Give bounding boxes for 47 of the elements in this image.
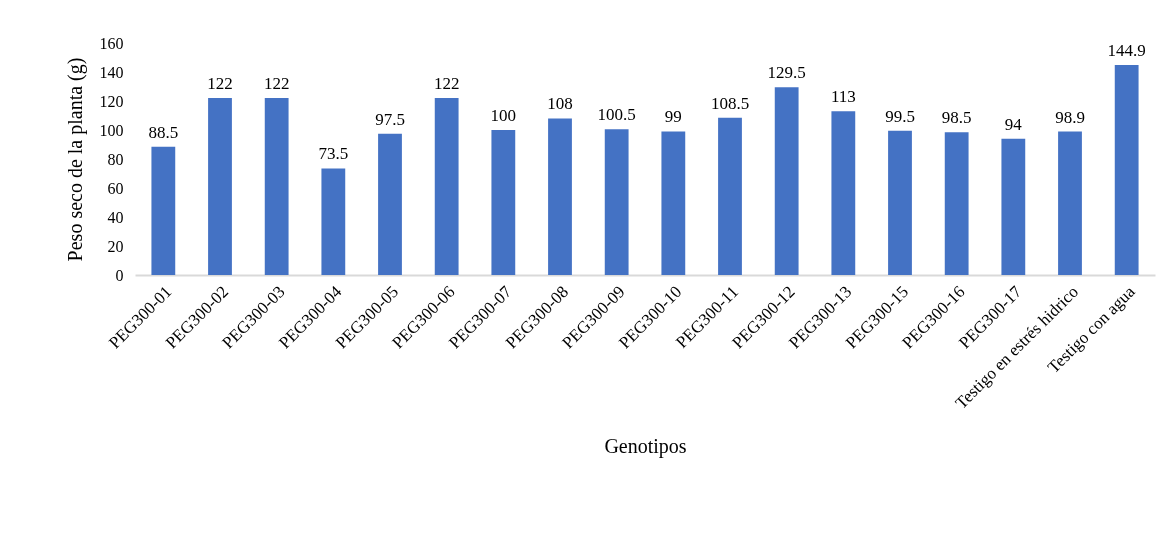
bar	[1001, 138, 1026, 275]
data-label: 99	[664, 107, 682, 127]
y-tick-label: 20	[107, 237, 124, 255]
data-label: 129.5	[767, 63, 806, 83]
data-label: 100.5	[597, 105, 636, 125]
data-label: 122	[263, 74, 290, 94]
bar	[208, 98, 232, 275]
bar	[378, 133, 402, 275]
bar	[831, 111, 856, 275]
bar	[321, 168, 346, 275]
data-label: 122	[433, 74, 460, 94]
data-label: 94	[1004, 114, 1023, 134]
bar	[604, 129, 629, 275]
data-label: 98.5	[941, 108, 972, 128]
data-label: 108.5	[710, 93, 750, 113]
bar	[1058, 131, 1082, 275]
bar	[661, 131, 686, 275]
bar	[888, 130, 912, 275]
bar	[491, 130, 516, 275]
data-label: 73.5	[318, 144, 349, 164]
bar	[1114, 64, 1139, 275]
data-label: 113	[830, 87, 856, 107]
bar	[434, 98, 459, 275]
bar	[151, 146, 176, 275]
bar	[944, 132, 969, 275]
y-tick-label: 80	[107, 150, 124, 168]
y-tick-label: 140	[99, 63, 124, 81]
y-tick-label: 60	[107, 179, 124, 197]
data-label: 88.5	[148, 122, 179, 142]
data-label: 144.9	[1107, 40, 1146, 60]
data-label: 98.9	[1055, 107, 1085, 127]
bar	[774, 87, 799, 275]
bar	[718, 117, 742, 275]
data-label: 122	[207, 74, 233, 94]
y-tick-label: 100	[99, 121, 124, 139]
y-tick-label: 40	[107, 208, 124, 226]
data-label: 100	[490, 106, 517, 125]
data-label: 99.5	[885, 106, 915, 126]
x-axis-title: Genotipos	[604, 434, 687, 458]
bar	[548, 118, 572, 275]
bar	[264, 98, 289, 275]
data-label: 97.5	[375, 109, 405, 129]
y-axis-title: Peso seco de la planta (g)	[63, 57, 87, 262]
y-tick-label: 0	[115, 266, 124, 284]
y-tick-label: 160	[99, 34, 124, 52]
data-label: 108	[547, 94, 573, 114]
y-tick-label: 120	[99, 92, 124, 110]
